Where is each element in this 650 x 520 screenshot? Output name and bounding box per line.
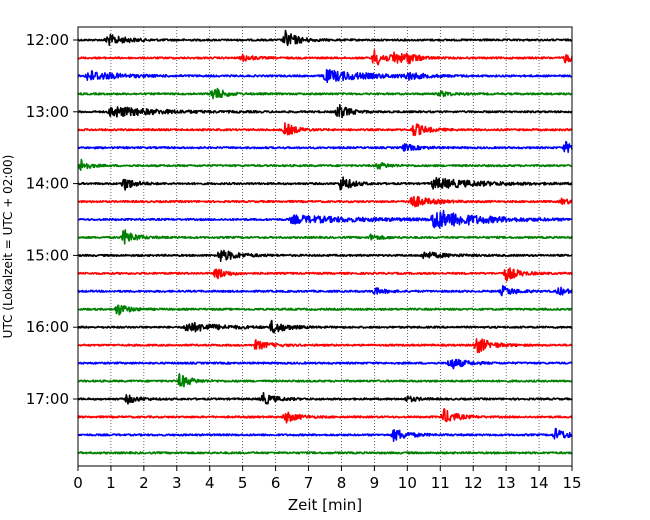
trace-line bbox=[77, 87, 573, 100]
trace-line bbox=[77, 319, 573, 334]
x-tick-label: 1 bbox=[106, 474, 116, 492]
trace-line bbox=[77, 140, 573, 154]
x-tick-label: 0 bbox=[73, 474, 83, 492]
trace-line bbox=[77, 338, 573, 354]
y-tick-label: 16:00 bbox=[26, 318, 69, 336]
trace-line bbox=[77, 68, 573, 84]
trace-line bbox=[77, 304, 573, 316]
trace-line bbox=[77, 49, 573, 66]
trace-line bbox=[77, 158, 573, 172]
x-tick-label: 13 bbox=[497, 474, 516, 492]
y-tick-label: 15:00 bbox=[26, 246, 69, 264]
trace-line bbox=[77, 267, 573, 282]
y-tick-label: 13:00 bbox=[26, 103, 69, 121]
x-tick-label: 6 bbox=[271, 474, 281, 492]
x-tick-label: 11 bbox=[431, 474, 450, 492]
y-tick-label: 17:00 bbox=[26, 390, 69, 408]
x-axis-label: Zeit [min] bbox=[288, 496, 362, 514]
trace-line bbox=[77, 249, 573, 262]
trace-line bbox=[77, 176, 573, 191]
y-axis-label: UTC (Lokalzeit = UTC + 02:00) bbox=[1, 155, 15, 339]
trace-line bbox=[77, 229, 573, 245]
x-tick-label: 14 bbox=[530, 474, 549, 492]
x-tick-label: 2 bbox=[139, 474, 149, 492]
seismic-traces bbox=[77, 29, 573, 455]
x-tick-label: 5 bbox=[238, 474, 248, 492]
x-tick-label: 3 bbox=[172, 474, 182, 492]
y-tick-label: 14:00 bbox=[26, 175, 69, 193]
x-tick-label: 4 bbox=[205, 474, 215, 492]
trace-line bbox=[77, 427, 573, 442]
trace-line bbox=[77, 209, 573, 229]
x-tick-label: 15 bbox=[562, 474, 581, 492]
y-tick-label: 12:00 bbox=[26, 31, 69, 49]
trace-line bbox=[77, 195, 573, 208]
x-axis-ticks: 0 1 2 3 4 5 6 7 8 9 10 11 12 13 14 15 bbox=[73, 466, 582, 492]
trace-line bbox=[77, 373, 573, 388]
x-tick-label: 10 bbox=[398, 474, 417, 492]
x-tick-label: 9 bbox=[370, 474, 380, 492]
plot-frame bbox=[77, 26, 573, 467]
trace-line bbox=[77, 104, 573, 119]
trace-line bbox=[77, 122, 573, 137]
trace-line bbox=[77, 358, 573, 370]
x-tick-label: 12 bbox=[464, 474, 483, 492]
y-axis-ticks: 12:00 13:00 14:00 15:00 16:00 17:00 bbox=[26, 31, 78, 408]
trace-line bbox=[77, 392, 573, 405]
x-tick-label: 8 bbox=[337, 474, 347, 492]
trace-line bbox=[77, 284, 573, 297]
trace-line bbox=[77, 451, 573, 455]
trace-line bbox=[77, 407, 573, 424]
trace-line bbox=[77, 29, 573, 47]
x-tick-label: 7 bbox=[304, 474, 314, 492]
x-grid-lines bbox=[110, 27, 540, 466]
